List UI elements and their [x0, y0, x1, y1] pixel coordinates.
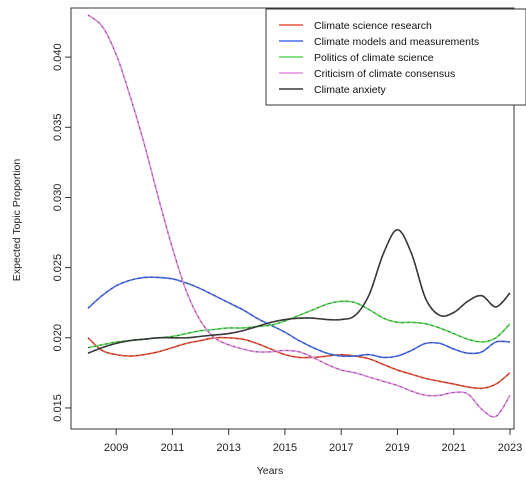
- legend-label-climate-science-research: Climate science research: [314, 20, 432, 32]
- legend-label-criticism-of-climate-consensus: Criticism of climate consensus: [314, 68, 455, 80]
- y-tick-label: 0.030: [52, 184, 64, 212]
- y-tick-label: 0.035: [52, 114, 64, 142]
- x-tick-label: 2017: [329, 442, 353, 454]
- y-tick-label: 0.015: [52, 394, 64, 422]
- x-tick-label: 2013: [216, 442, 240, 454]
- x-tick-label: 2021: [441, 442, 465, 454]
- legend-box: [265, 8, 526, 106]
- series-smooth-criticism-of-climate-consensus: [87, 14, 511, 418]
- legend-label-politics-of-climate-science: Politics of climate science: [314, 52, 434, 64]
- y-axis-title: Expected Topic Proportion: [11, 159, 23, 282]
- x-tick-label: 2009: [104, 442, 128, 454]
- y-axis: 0.015 0.020 0.025 0.030 0.035 0.040: [52, 43, 71, 422]
- x-axis: 2009 2011 2013 2015 2017 2019 2021 2023: [104, 429, 522, 454]
- y-tick-label: 0.020: [52, 324, 64, 352]
- series-smooth-climate-anxiety: [87, 229, 511, 354]
- series-smooth-climate-science-research: [87, 337, 511, 389]
- x-tick-label: 2015: [273, 442, 297, 454]
- y-tick-label: 0.040: [52, 43, 64, 71]
- x-axis-title: Years: [257, 465, 283, 477]
- series-smooth-climate-models-and-measurements: [87, 276, 511, 358]
- legend: Climate science research Climate models a…: [265, 8, 526, 106]
- y-tick-label: 0.025: [52, 254, 64, 282]
- series-layer: [87, 14, 511, 418]
- x-tick-label: 2019: [385, 442, 409, 454]
- x-tick-label: 2011: [161, 442, 185, 454]
- legend-label-climate-models-and-measurements: Climate models and measurements: [314, 36, 479, 48]
- x-tick-label: 2023: [498, 442, 522, 454]
- legend-label-climate-anxiety: Climate anxiety: [314, 84, 387, 96]
